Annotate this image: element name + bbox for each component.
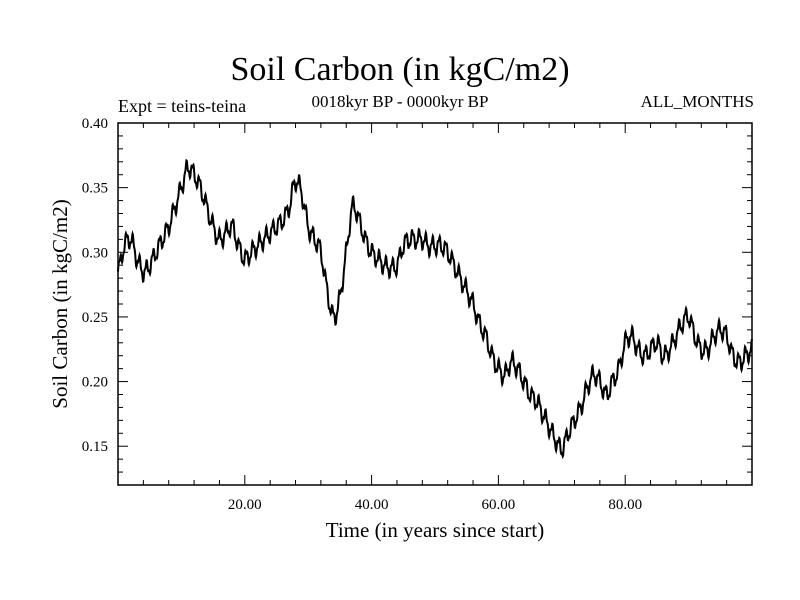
chart-subtitle: 0018kyr BP - 0000kyr BP <box>311 92 489 111</box>
x-tick-label: 20.00 <box>228 497 262 513</box>
data-line <box>117 158 753 460</box>
x-tick-label: 40.00 <box>355 497 389 513</box>
plot-frame <box>117 122 753 486</box>
y-tick-label: 0.35 <box>82 181 108 197</box>
y-tick-label: 0.40 <box>82 116 108 132</box>
x-tick-label: 80.00 <box>608 497 642 513</box>
x-tick-label: 60.00 <box>482 497 516 513</box>
experiment-label: Expt = teins-teina <box>118 96 247 116</box>
chart-title: Soil Carbon (in kgC/m2) <box>230 51 570 88</box>
y-axis-label: Soil Carbon (in kgC/m2) <box>48 199 72 408</box>
y-tick-label: 0.20 <box>82 375 108 391</box>
y-tick-label: 0.25 <box>82 310 108 326</box>
x-axis-label: Time (in years since start) <box>326 518 545 542</box>
y-tick-label: 0.15 <box>82 439 108 455</box>
y-tick-label: 0.30 <box>82 245 108 261</box>
months-label: ALL_MONTHS <box>640 92 754 111</box>
